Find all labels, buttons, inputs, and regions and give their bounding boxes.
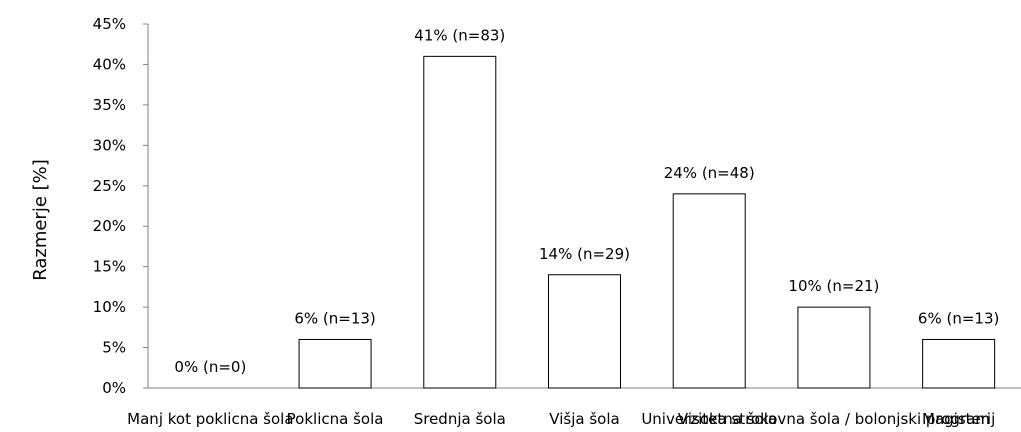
y-tick-label: 10%: [93, 298, 126, 316]
x-tick-label: Manj kot poklicna šola: [127, 410, 293, 428]
y-tick-label: 0%: [102, 379, 126, 397]
y-axis-label: Razmerje [%]: [30, 159, 51, 281]
bars: [298, 55, 996, 389]
x-tick-label: Visoka strokovna šola / bolonjski progra…: [678, 410, 990, 428]
y-tick-labels: 0% 5% 10% 15% 20% 25% 30% 35% 40% 45%: [93, 15, 126, 397]
bar: [423, 55, 497, 389]
y-tick-label: 20%: [93, 217, 126, 235]
x-tick-label: Višja šola: [549, 410, 619, 428]
bar: [548, 274, 621, 389]
data-label: 14% (n=29): [539, 245, 630, 263]
data-label: 41% (n=83): [414, 26, 505, 44]
x-tick-label: Univerzitetna šola: [641, 410, 777, 428]
data-label: 10% (n=21): [788, 277, 879, 295]
bar: [922, 338, 996, 389]
x-tick-label: Magisterij: [922, 410, 995, 428]
x-tick-label: Poklicna šola: [287, 410, 384, 428]
y-tick-label: 45%: [93, 15, 126, 33]
data-label: 24% (n=48): [664, 164, 755, 182]
bar: [672, 193, 746, 389]
data-label: 0% (n=0): [174, 358, 246, 376]
y-tick-label: 35%: [93, 96, 126, 114]
x-tick-label: Srednja šola: [414, 410, 506, 428]
data-label: 6% (n=13): [294, 309, 375, 327]
y-tick-label: 5%: [102, 339, 126, 357]
bar: [797, 306, 871, 389]
y-tick-label: 15%: [93, 258, 126, 276]
y-tick-label: 40%: [93, 55, 126, 73]
data-label: 6% (n=13): [918, 309, 999, 327]
bar: [298, 338, 372, 389]
y-tick-label: 30%: [93, 136, 126, 154]
data-labels: 0% (n=0) 6% (n=13) 41% (n=83) 14% (n=29) 24%…: [174, 26, 999, 376]
y-tick-label: 25%: [93, 177, 126, 195]
